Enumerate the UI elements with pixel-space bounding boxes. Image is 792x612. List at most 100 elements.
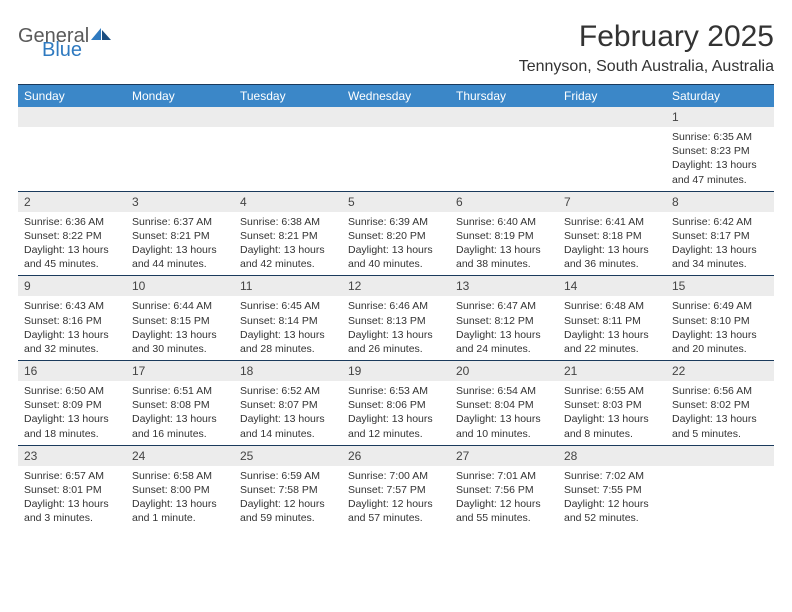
day-number bbox=[666, 446, 774, 466]
sunrise-text: Sunrise: 6:58 AM bbox=[132, 469, 228, 483]
week-row: 2Sunrise: 6:36 AMSunset: 8:22 PMDaylight… bbox=[18, 191, 774, 276]
day-body: Sunrise: 6:39 AMSunset: 8:20 PMDaylight:… bbox=[342, 212, 450, 276]
day-body: Sunrise: 6:35 AMSunset: 8:23 PMDaylight:… bbox=[666, 127, 774, 191]
day-body: Sunrise: 7:00 AMSunset: 7:57 PMDaylight:… bbox=[342, 466, 450, 530]
day-body: Sunrise: 6:59 AMSunset: 7:58 PMDaylight:… bbox=[234, 466, 342, 530]
daylight-text: Daylight: 13 hours and 8 minutes. bbox=[564, 412, 660, 440]
month-title: February 2025 bbox=[519, 20, 774, 54]
day-body: Sunrise: 6:42 AMSunset: 8:17 PMDaylight:… bbox=[666, 212, 774, 276]
day-number bbox=[342, 107, 450, 127]
daylight-text: Daylight: 12 hours and 57 minutes. bbox=[348, 497, 444, 525]
day-number bbox=[234, 107, 342, 127]
day-cell: 14Sunrise: 6:48 AMSunset: 8:11 PMDayligh… bbox=[558, 276, 666, 360]
sunset-text: Sunset: 8:15 PM bbox=[132, 314, 228, 328]
day-number: 22 bbox=[666, 361, 774, 381]
sunrise-text: Sunrise: 6:51 AM bbox=[132, 384, 228, 398]
sunrise-text: Sunrise: 6:56 AM bbox=[672, 384, 768, 398]
daylight-text: Daylight: 13 hours and 22 minutes. bbox=[564, 328, 660, 356]
day-number: 20 bbox=[450, 361, 558, 381]
sunset-text: Sunset: 7:58 PM bbox=[240, 483, 336, 497]
sunrise-text: Sunrise: 6:45 AM bbox=[240, 299, 336, 313]
day-body: Sunrise: 6:49 AMSunset: 8:10 PMDaylight:… bbox=[666, 296, 774, 360]
day-number: 8 bbox=[666, 192, 774, 212]
daylight-text: Daylight: 13 hours and 45 minutes. bbox=[24, 243, 120, 271]
sunrise-text: Sunrise: 7:02 AM bbox=[564, 469, 660, 483]
day-cell: 17Sunrise: 6:51 AMSunset: 8:08 PMDayligh… bbox=[126, 361, 234, 445]
day-cell bbox=[450, 107, 558, 191]
day-number: 26 bbox=[342, 446, 450, 466]
sunset-text: Sunset: 8:01 PM bbox=[24, 483, 120, 497]
day-number: 4 bbox=[234, 192, 342, 212]
day-number: 3 bbox=[126, 192, 234, 212]
week-row: 23Sunrise: 6:57 AMSunset: 8:01 PMDayligh… bbox=[18, 445, 774, 530]
day-cell: 25Sunrise: 6:59 AMSunset: 7:58 PMDayligh… bbox=[234, 446, 342, 530]
sunset-text: Sunset: 8:23 PM bbox=[672, 144, 768, 158]
sunset-text: Sunset: 8:11 PM bbox=[564, 314, 660, 328]
day-number: 9 bbox=[18, 276, 126, 296]
sunrise-text: Sunrise: 6:39 AM bbox=[348, 215, 444, 229]
sunset-text: Sunset: 8:18 PM bbox=[564, 229, 660, 243]
day-cell: 27Sunrise: 7:01 AMSunset: 7:56 PMDayligh… bbox=[450, 446, 558, 530]
day-number: 7 bbox=[558, 192, 666, 212]
day-number: 24 bbox=[126, 446, 234, 466]
day-cell: 1Sunrise: 6:35 AMSunset: 8:23 PMDaylight… bbox=[666, 107, 774, 191]
day-number: 28 bbox=[558, 446, 666, 466]
day-number: 11 bbox=[234, 276, 342, 296]
sunrise-text: Sunrise: 6:53 AM bbox=[348, 384, 444, 398]
header: General Blue February 2025 Tennyson, Sou… bbox=[18, 20, 774, 76]
sunrise-text: Sunrise: 7:00 AM bbox=[348, 469, 444, 483]
day-body: Sunrise: 6:56 AMSunset: 8:02 PMDaylight:… bbox=[666, 381, 774, 445]
logo-sail-icon bbox=[89, 26, 113, 45]
day-header-wed: Wednesday bbox=[342, 85, 450, 107]
day-number bbox=[18, 107, 126, 127]
day-header-tue: Tuesday bbox=[234, 85, 342, 107]
sunset-text: Sunset: 8:00 PM bbox=[132, 483, 228, 497]
location: Tennyson, South Australia, Australia bbox=[519, 58, 774, 76]
day-number: 25 bbox=[234, 446, 342, 466]
day-cell: 21Sunrise: 6:55 AMSunset: 8:03 PMDayligh… bbox=[558, 361, 666, 445]
day-body: Sunrise: 6:36 AMSunset: 8:22 PMDaylight:… bbox=[18, 212, 126, 276]
day-cell: 15Sunrise: 6:49 AMSunset: 8:10 PMDayligh… bbox=[666, 276, 774, 360]
sunset-text: Sunset: 7:57 PM bbox=[348, 483, 444, 497]
day-cell: 5Sunrise: 6:39 AMSunset: 8:20 PMDaylight… bbox=[342, 192, 450, 276]
day-number: 16 bbox=[18, 361, 126, 381]
daylight-text: Daylight: 13 hours and 36 minutes. bbox=[564, 243, 660, 271]
sunrise-text: Sunrise: 6:36 AM bbox=[24, 215, 120, 229]
day-body: Sunrise: 6:50 AMSunset: 8:09 PMDaylight:… bbox=[18, 381, 126, 445]
daylight-text: Daylight: 13 hours and 38 minutes. bbox=[456, 243, 552, 271]
day-body: Sunrise: 6:46 AMSunset: 8:13 PMDaylight:… bbox=[342, 296, 450, 360]
sunset-text: Sunset: 8:22 PM bbox=[24, 229, 120, 243]
day-cell: 22Sunrise: 6:56 AMSunset: 8:02 PMDayligh… bbox=[666, 361, 774, 445]
sunset-text: Sunset: 8:20 PM bbox=[348, 229, 444, 243]
daylight-text: Daylight: 13 hours and 20 minutes. bbox=[672, 328, 768, 356]
day-number: 5 bbox=[342, 192, 450, 212]
day-cell bbox=[666, 446, 774, 530]
day-cell: 2Sunrise: 6:36 AMSunset: 8:22 PMDaylight… bbox=[18, 192, 126, 276]
sunrise-text: Sunrise: 6:43 AM bbox=[24, 299, 120, 313]
daylight-text: Daylight: 13 hours and 26 minutes. bbox=[348, 328, 444, 356]
day-cell bbox=[342, 107, 450, 191]
sunrise-text: Sunrise: 6:49 AM bbox=[672, 299, 768, 313]
sunset-text: Sunset: 8:02 PM bbox=[672, 398, 768, 412]
sunset-text: Sunset: 8:21 PM bbox=[132, 229, 228, 243]
sunrise-text: Sunrise: 6:59 AM bbox=[240, 469, 336, 483]
daylight-text: Daylight: 13 hours and 10 minutes. bbox=[456, 412, 552, 440]
sunrise-text: Sunrise: 6:38 AM bbox=[240, 215, 336, 229]
day-body: Sunrise: 6:48 AMSunset: 8:11 PMDaylight:… bbox=[558, 296, 666, 360]
daylight-text: Daylight: 13 hours and 28 minutes. bbox=[240, 328, 336, 356]
daylight-text: Daylight: 12 hours and 55 minutes. bbox=[456, 497, 552, 525]
sunset-text: Sunset: 8:14 PM bbox=[240, 314, 336, 328]
sunset-text: Sunset: 8:07 PM bbox=[240, 398, 336, 412]
day-body: Sunrise: 6:52 AMSunset: 8:07 PMDaylight:… bbox=[234, 381, 342, 445]
day-cell: 3Sunrise: 6:37 AMSunset: 8:21 PMDaylight… bbox=[126, 192, 234, 276]
day-cell: 8Sunrise: 6:42 AMSunset: 8:17 PMDaylight… bbox=[666, 192, 774, 276]
day-number: 27 bbox=[450, 446, 558, 466]
day-cell bbox=[558, 107, 666, 191]
day-body: Sunrise: 6:51 AMSunset: 8:08 PMDaylight:… bbox=[126, 381, 234, 445]
sunset-text: Sunset: 8:09 PM bbox=[24, 398, 120, 412]
day-number: 2 bbox=[18, 192, 126, 212]
day-cell bbox=[234, 107, 342, 191]
day-cell: 20Sunrise: 6:54 AMSunset: 8:04 PMDayligh… bbox=[450, 361, 558, 445]
day-cell: 7Sunrise: 6:41 AMSunset: 8:18 PMDaylight… bbox=[558, 192, 666, 276]
day-number: 23 bbox=[18, 446, 126, 466]
